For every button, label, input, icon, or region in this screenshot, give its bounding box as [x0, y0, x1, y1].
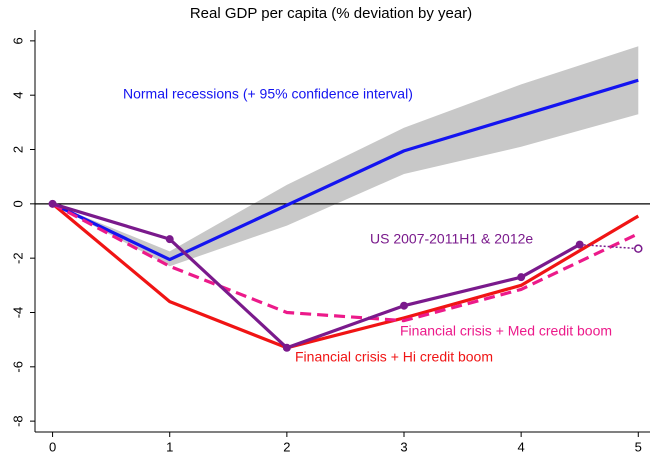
y-tick-label: 2: [10, 146, 25, 153]
x-tick-label: 4: [518, 439, 525, 454]
data-point: [575, 240, 584, 249]
y-tick-label: -6: [10, 361, 25, 373]
y-tick-label: -2: [10, 252, 25, 264]
series-label: US 2007-2011H1 & 2012e: [370, 231, 533, 247]
chart-title: Real GDP per capita (% deviation by year…: [190, 5, 472, 22]
projection-line: [579, 243, 639, 250]
y-tick-label: 6: [10, 37, 25, 44]
data-point: [48, 199, 57, 208]
x-tick-label: 1: [166, 439, 173, 454]
projection-point: [634, 244, 643, 253]
y-tick-label: 0: [10, 200, 25, 207]
series-line: [51, 202, 640, 350]
data-point: [282, 343, 291, 352]
x-tick-label: 3: [400, 439, 407, 454]
y-tick-label: -8: [10, 415, 25, 427]
x-tick-label: 0: [49, 439, 56, 454]
confidence-band: [52, 46, 639, 267]
series-label: Financial crisis + Med credit boom: [400, 323, 612, 339]
y-tick-label: 4: [10, 92, 25, 99]
x-tick-label: 2: [283, 439, 290, 454]
data-point: [517, 273, 526, 282]
series-line: [51, 78, 639, 262]
series-line: [52, 202, 581, 350]
x-tick-label: 5: [635, 439, 642, 454]
series-line: [51, 202, 639, 323]
data-point: [400, 301, 408, 310]
series-label: Financial crisis + Hi credit boom: [295, 349, 493, 365]
series-label: Normal recessions (+ 95% confidence inte…: [123, 86, 413, 102]
data-point: [165, 235, 174, 244]
y-tick-label: -4: [10, 307, 25, 319]
